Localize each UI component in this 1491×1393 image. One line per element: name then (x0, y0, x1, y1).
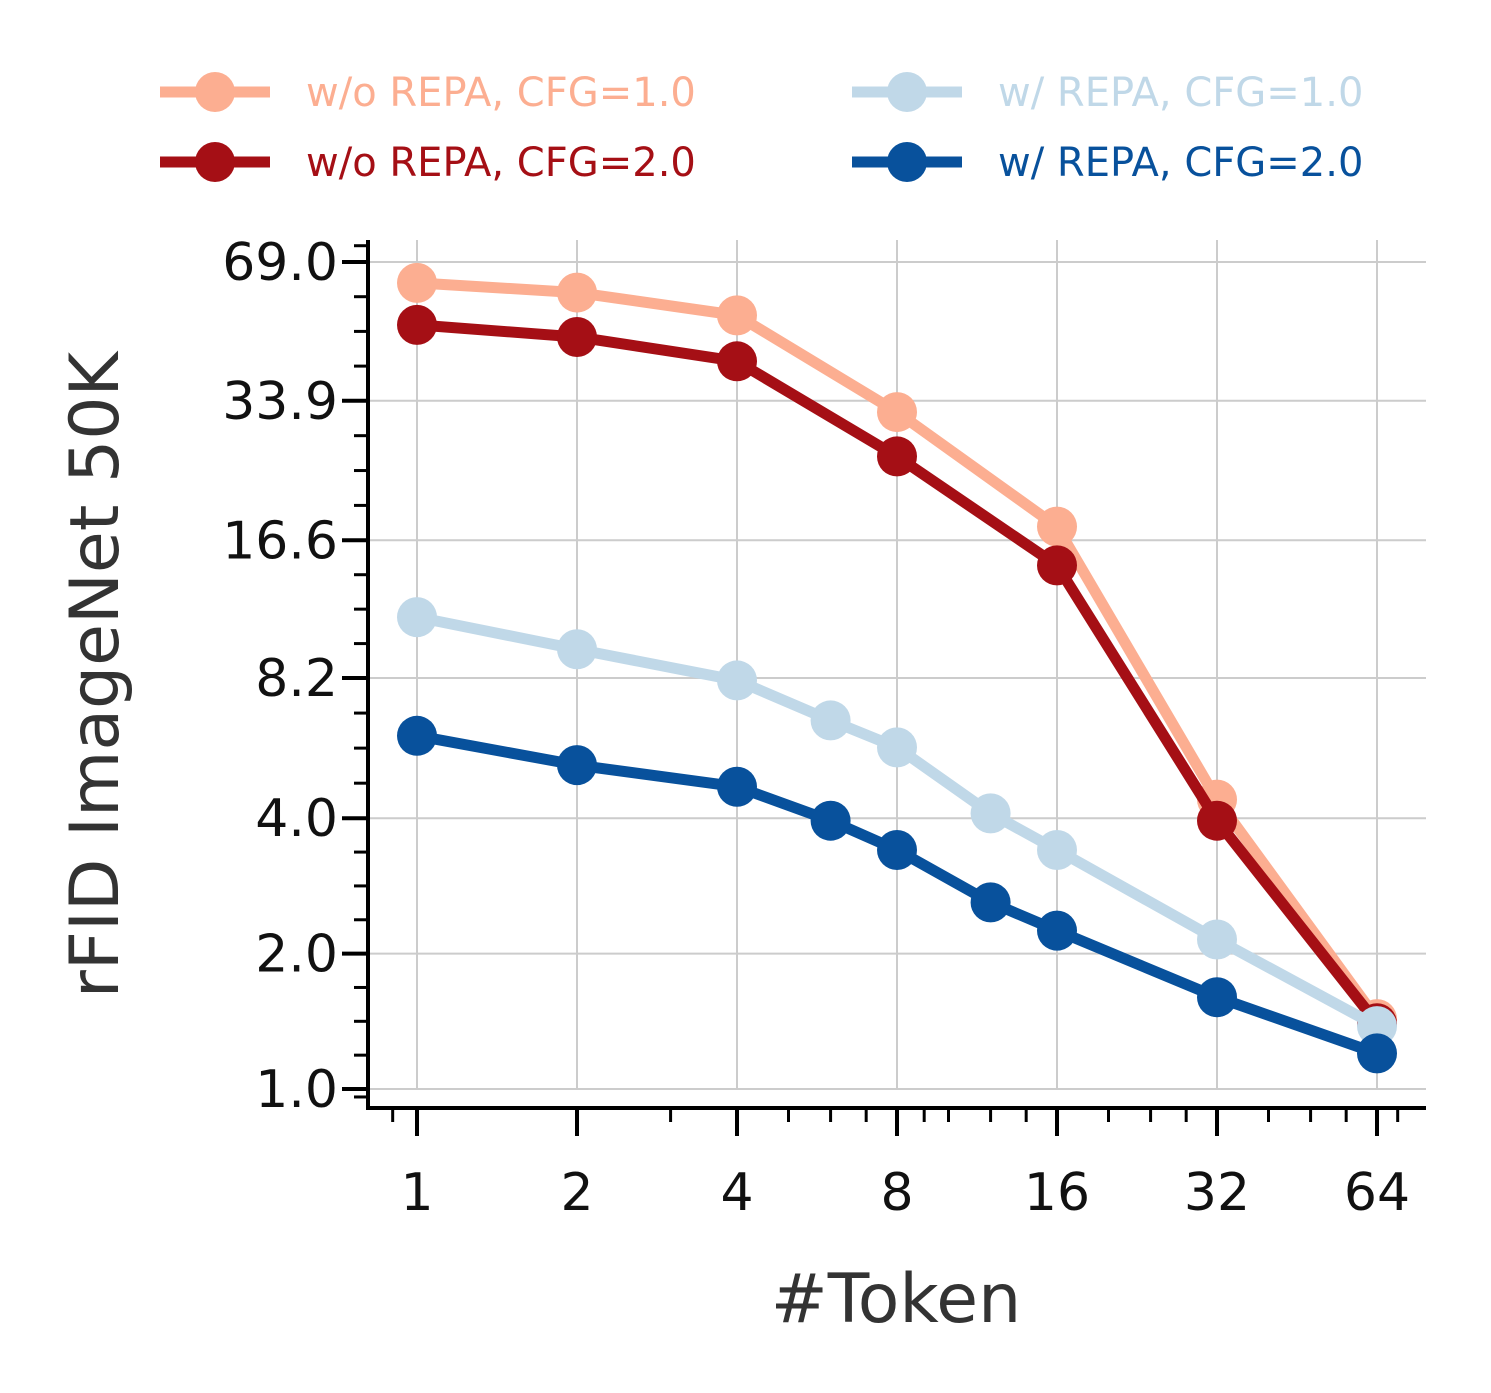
series-3 (397, 597, 1397, 1047)
x-tick-label: 4 (720, 1163, 753, 1223)
y-tick-label: 69.0 (222, 233, 338, 293)
data-point (877, 392, 917, 433)
series-lines (397, 262, 1397, 1074)
data-point (557, 272, 597, 313)
data-point (810, 700, 851, 741)
legend-entry: w/o REPA, CFG=2.0 (160, 140, 696, 186)
legend-marker (887, 72, 927, 112)
data-point (397, 597, 437, 638)
legend-entry: w/ REPA, CFG=1.0 (852, 70, 1363, 116)
data-point (717, 660, 757, 701)
y-tick-label: 16.6 (222, 511, 338, 571)
data-point (397, 262, 437, 303)
data-point (557, 316, 597, 357)
legend-entry: w/o REPA, CFG=1.0 (160, 70, 696, 116)
data-point (1037, 545, 1077, 586)
legend-marker (195, 72, 235, 112)
x-tick-label: 1 (400, 1163, 433, 1223)
legend-label: w/ REPA, CFG=2.0 (998, 140, 1363, 186)
data-point (1037, 506, 1077, 547)
data-point (717, 341, 757, 382)
x-tick-label: 8 (880, 1163, 913, 1223)
data-point (397, 304, 437, 345)
x-tick-label: 64 (1344, 1163, 1410, 1223)
legend-label: w/o REPA, CFG=1.0 (306, 70, 696, 116)
data-point (1037, 910, 1077, 951)
y-tick-label: 8.2 (255, 649, 338, 709)
legend: w/o REPA, CFG=1.0 w/o REPA, CFG=2.0 w/ REP… (160, 70, 1363, 186)
data-point (810, 800, 851, 841)
data-point (1197, 977, 1237, 1018)
data-point (970, 882, 1011, 923)
y-tick-label: 1.0 (255, 1060, 338, 1120)
data-point (717, 295, 757, 336)
series-4 (397, 715, 1397, 1074)
legend-marker (887, 142, 927, 182)
x-tick-label: 32 (1184, 1163, 1250, 1223)
data-point (877, 727, 917, 768)
x-tick-label: 16 (1024, 1163, 1090, 1223)
x-tick-label: 2 (560, 1163, 593, 1223)
data-point (717, 766, 757, 807)
y-axis-title: rFID ImageNet 50K (56, 350, 135, 999)
legend-label: w/ REPA, CFG=1.0 (998, 70, 1363, 116)
legend-label: w/o REPA, CFG=2.0 (306, 140, 696, 186)
legend-marker (195, 142, 235, 182)
data-point (557, 745, 597, 786)
data-point (877, 436, 917, 477)
x-axis-title: #Token (771, 1260, 1021, 1339)
data-point (1357, 1033, 1397, 1074)
data-point (970, 793, 1011, 834)
data-point (557, 629, 597, 670)
axes: 1.0 2.0 4.0 8.2 16.6 33.9 69.0 1 2 4 8 16 32 64 (222, 233, 1426, 1223)
data-point (877, 829, 917, 870)
data-point (1037, 829, 1077, 870)
data-point (1197, 800, 1237, 841)
y-tick-label: 4.0 (255, 789, 338, 849)
legend-entry: w/ REPA, CFG=2.0 (852, 140, 1363, 186)
y-tick-label: 2.0 (255, 925, 338, 985)
y-tick-label: 33.9 (222, 372, 338, 432)
data-point (1197, 919, 1237, 960)
data-point (397, 715, 437, 756)
